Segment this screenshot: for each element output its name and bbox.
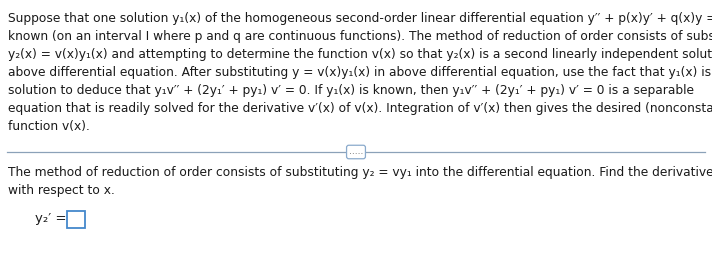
FancyBboxPatch shape	[67, 211, 85, 228]
Text: solution to deduce that y₁v′′ + (2y₁′ + py₁) v′ = 0. If y₁(x) is known, then y₁v: solution to deduce that y₁v′′ + (2y₁′ + …	[8, 84, 694, 97]
Text: function v(x).: function v(x).	[8, 120, 90, 133]
Text: with respect to x.: with respect to x.	[8, 184, 115, 197]
Text: above differential equation. After substituting y = v(x)y₁(x) in above different: above differential equation. After subst…	[8, 66, 712, 79]
Text: y₂(x) = v(x)y₁(x) and attempting to determine the function v(x) so that y₂(x) is: y₂(x) = v(x)y₁(x) and attempting to dete…	[8, 48, 712, 61]
Text: known (on an interval I where p and q are continuous functions). The method of r: known (on an interval I where p and q ar…	[8, 30, 712, 43]
Text: .....: .....	[349, 147, 363, 157]
Text: equation that is readily solved for the derivative v′(x) of v(x). Integration of: equation that is readily solved for the …	[8, 102, 712, 115]
Text: Suppose that one solution y₁(x) of the homogeneous second-order linear different: Suppose that one solution y₁(x) of the h…	[8, 12, 712, 25]
Text: y₂′ =: y₂′ =	[35, 212, 66, 225]
Text: The method of reduction of order consists of substituting y₂ = vy₁ into the diff: The method of reduction of order consist…	[8, 166, 712, 179]
